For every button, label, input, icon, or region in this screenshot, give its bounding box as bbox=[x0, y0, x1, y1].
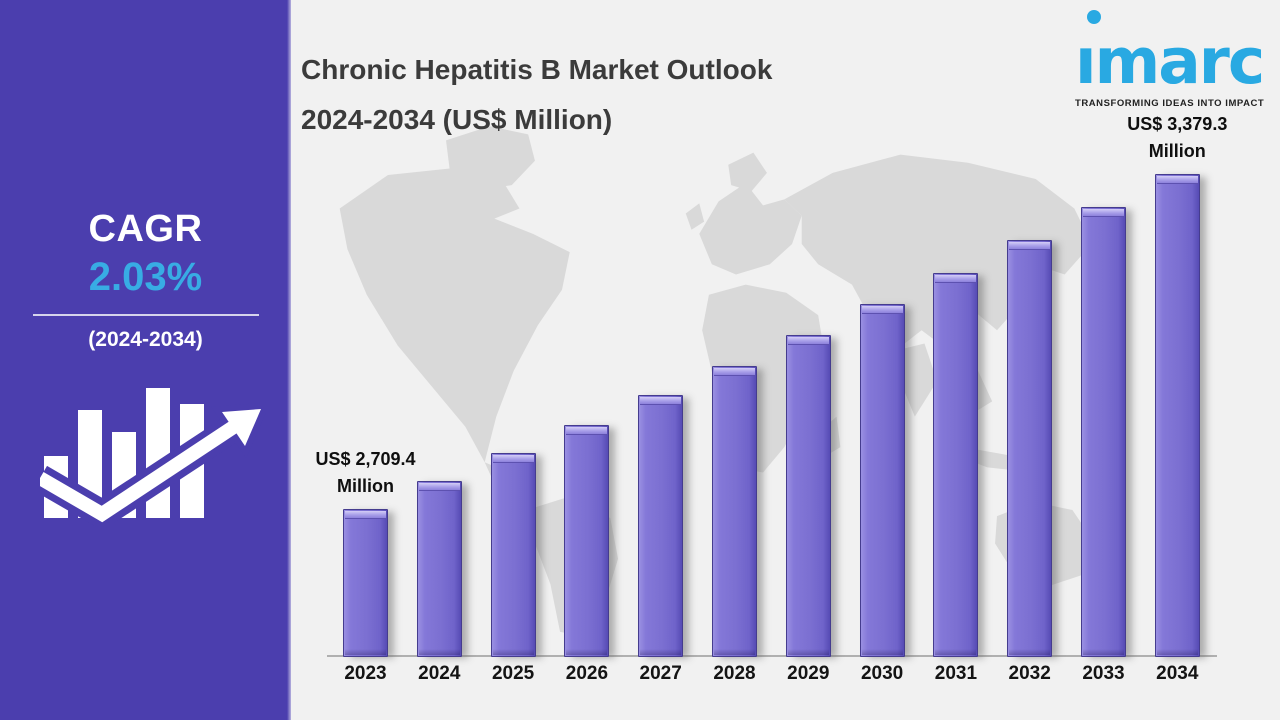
bar-2031 bbox=[933, 272, 979, 657]
bar-2026 bbox=[564, 424, 610, 657]
title-line-1: Chronic Hepatitis B Market Outlook bbox=[301, 53, 773, 85]
page-title: Chronic Hepatitis B Market Outlook 2024-… bbox=[301, 45, 1001, 145]
x-tick-2023: 2023 bbox=[344, 663, 387, 684]
bar-2024 bbox=[416, 481, 462, 657]
logo-tagline: TRANSFORMING IDEAS INTO IMPACT bbox=[1075, 98, 1265, 109]
cagr-sidebar: CAGR 2.03% (2024-2034) bbox=[0, 0, 291, 720]
x-tick-2024: 2024 bbox=[418, 663, 461, 684]
bar-2030 bbox=[859, 304, 905, 657]
bar-2023 bbox=[343, 508, 388, 657]
cagr-label: CAGR bbox=[88, 208, 203, 250]
bar-2028 bbox=[712, 365, 757, 657]
logo-wordmark: ımarc bbox=[1075, 25, 1265, 98]
x-tick-2026: 2026 bbox=[565, 663, 609, 684]
x-tick-2029: 2029 bbox=[787, 663, 830, 684]
cagr-divider bbox=[32, 314, 259, 316]
x-tick-2025: 2025 bbox=[491, 663, 535, 684]
cagr-value: 2.03% bbox=[88, 255, 203, 299]
bar-2032 bbox=[1007, 240, 1053, 657]
x-tick-2030: 2030 bbox=[860, 663, 904, 684]
value-label-2034: US$ 3,379.3 Million bbox=[1127, 114, 1228, 161]
x-axis-line bbox=[327, 655, 1217, 657]
bar-2029 bbox=[785, 335, 831, 657]
bar-2034 bbox=[1154, 174, 1200, 657]
value-label-2023: US$ 2,709.4 Million bbox=[315, 448, 416, 496]
x-tick-2027: 2027 bbox=[639, 663, 682, 684]
x-tick-2032: 2032 bbox=[1008, 663, 1051, 684]
x-tick-2034: 2034 bbox=[1156, 663, 1199, 684]
title-line-2: 2024-2034 (US$ Million) bbox=[301, 103, 613, 135]
growth-chart-arrow-icon bbox=[40, 388, 266, 528]
bar-2025 bbox=[490, 453, 536, 657]
cagr-period: (2024-2034) bbox=[88, 328, 203, 351]
x-tick-2033: 2033 bbox=[1082, 663, 1125, 684]
x-tick-2028: 2028 bbox=[713, 663, 756, 684]
x-tick-2031: 2031 bbox=[934, 663, 978, 684]
bar-2033 bbox=[1081, 207, 1126, 657]
bar-2027 bbox=[638, 395, 684, 657]
logo-i-dot-icon bbox=[1087, 10, 1101, 24]
imarc-logo: ımarc TRANSFORMING IDEAS INTO IMPACT bbox=[1075, 10, 1275, 109]
